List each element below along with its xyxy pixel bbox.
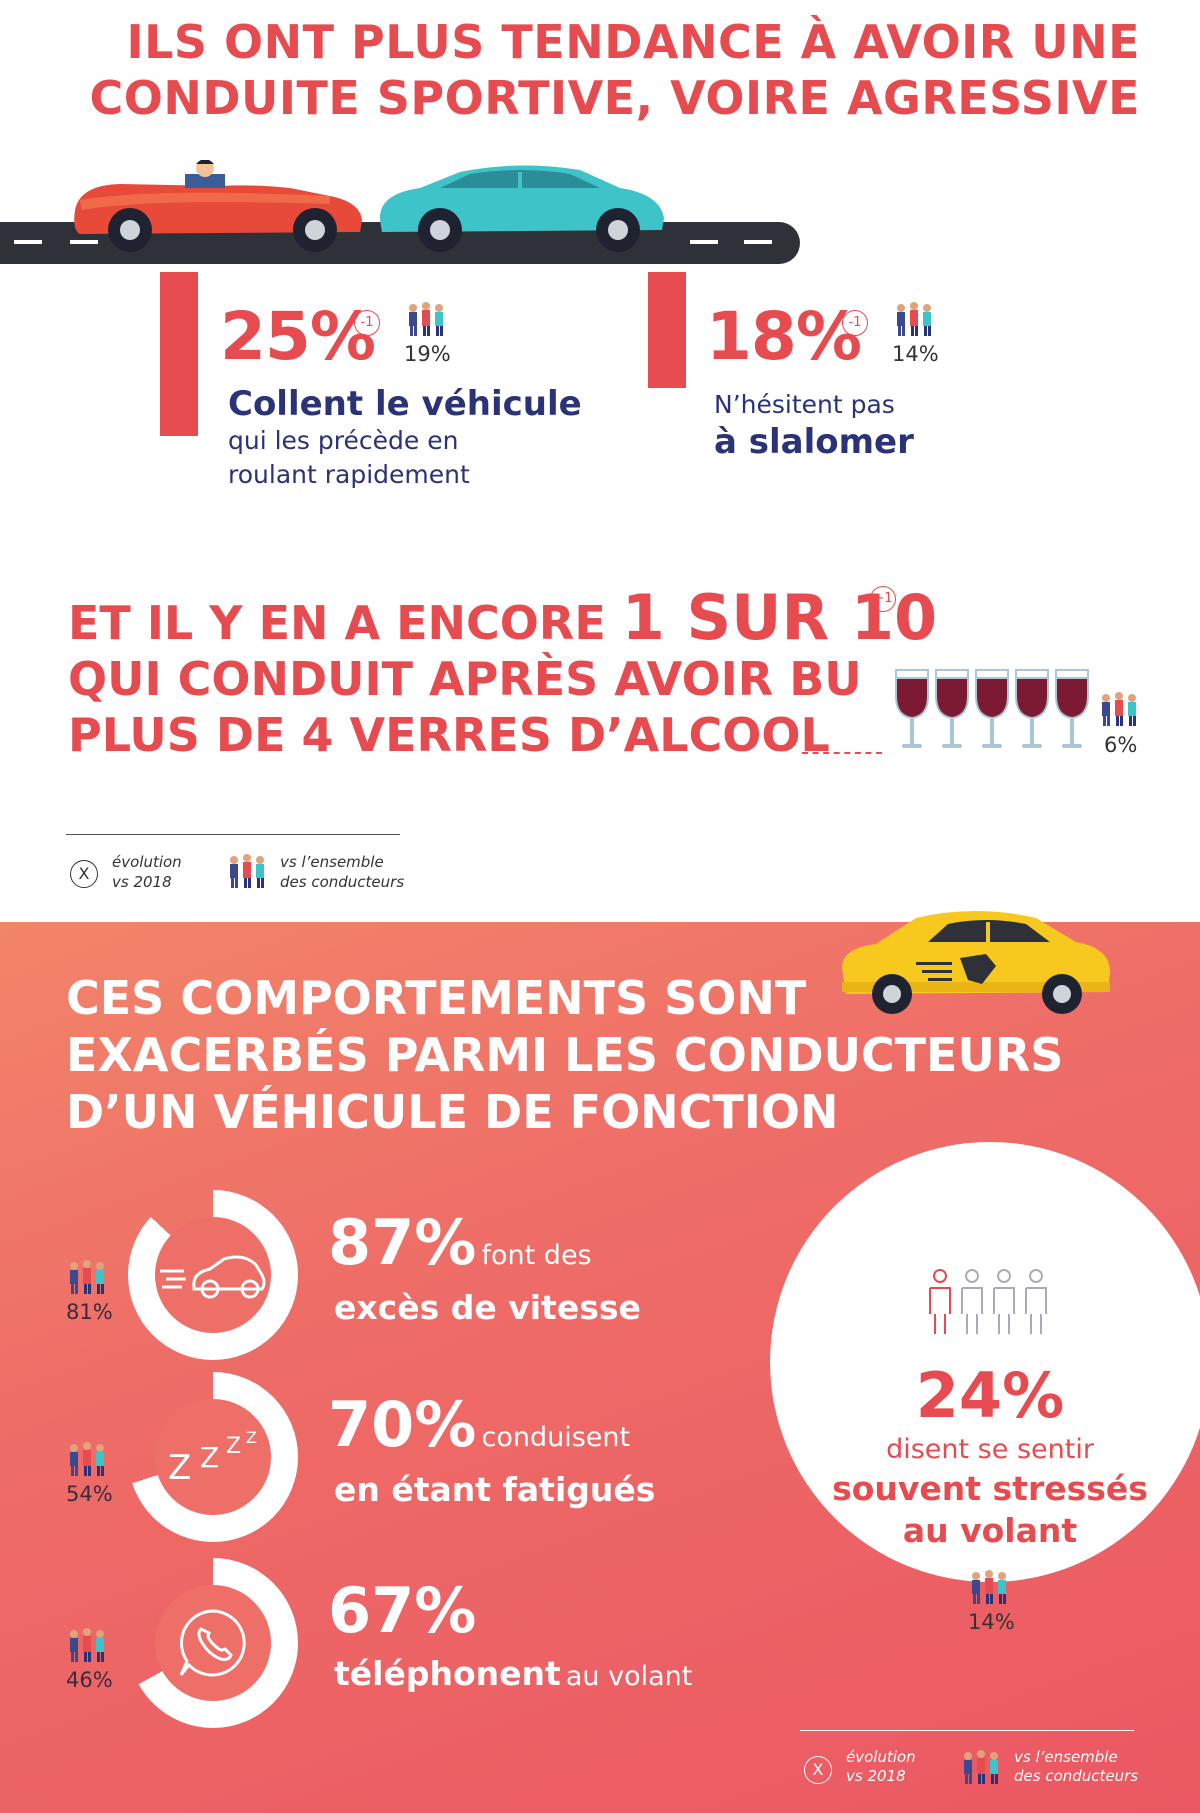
- item-description-bold: excès de vitesse: [334, 1288, 641, 1327]
- company-title-line-2: EXACERBÉS PARMI LES CONDUCTEURS: [66, 1028, 1064, 1082]
- stat-value: 18%: [706, 298, 862, 375]
- all-drivers-pct: 14%: [892, 342, 939, 366]
- legend-divider: [800, 1730, 1134, 1731]
- drivers-group-icon: [1102, 692, 1136, 726]
- legend-evolution: évolution vs 2018: [112, 853, 182, 891]
- stat-description-bold: à slalomer: [714, 422, 914, 462]
- stress-description: disent se sentir: [886, 1434, 1094, 1465]
- alcohol-line-3: PLUS DE 4 VERRES D’ALCOOL: [68, 708, 830, 762]
- drivers-group-icon: [972, 1570, 1006, 1604]
- all-drivers-pct: 81%: [66, 1300, 113, 1324]
- all-drivers-pct: 6%: [1104, 733, 1138, 757]
- road-illustration: [0, 160, 800, 264]
- dashed-connector: [802, 752, 882, 754]
- stat-description-line-2: roulant rapidement: [228, 460, 470, 489]
- svg-text:Z: Z: [246, 1428, 257, 1447]
- stress-bold-line-2: au volant: [902, 1511, 1078, 1550]
- evolution-badge: +1: [870, 586, 896, 612]
- title-line-1: ILS ONT PLUS TENDANCE À AVOIR UNE: [126, 15, 1140, 69]
- company-title-line-3: D’UN VÉHICULE DE FONCTION: [66, 1085, 839, 1139]
- item-description-bold: en étant fatigués: [334, 1470, 656, 1509]
- alcohol-line-2: QUI CONDUIT APRÈS AVOIR BU: [68, 652, 862, 706]
- drivers-group-icon: [964, 1750, 998, 1784]
- all-drivers-pct: 19%: [404, 342, 451, 366]
- yellow-company-car-icon: [842, 911, 1110, 1014]
- item-value: 67%: [328, 1574, 477, 1647]
- svg-text:Z: Z: [226, 1434, 241, 1459]
- legend-divider: [66, 834, 400, 835]
- speeding-car-icon: [158, 1245, 268, 1309]
- wine-glass-icon: [1055, 669, 1089, 748]
- stat-bar: [160, 272, 198, 436]
- wine-glass-icon: [895, 669, 929, 748]
- drivers-group-icon: [66, 1440, 108, 1482]
- legend-all-drivers: vs l’ensemble des conducteurs: [280, 853, 405, 891]
- stress-circle: [770, 1142, 1200, 1582]
- percentage-ring: [128, 1558, 298, 1728]
- svg-text:Z: Z: [168, 1448, 191, 1487]
- svg-text:Z: Z: [200, 1441, 219, 1474]
- stat-bar: [648, 272, 686, 388]
- stat-description: N’hésitent pas: [714, 390, 895, 419]
- wine-glass-icon: [935, 669, 969, 748]
- phone-icon: [173, 1603, 253, 1687]
- wine-glass-icon: [975, 669, 1009, 748]
- evolution-badge: -1: [354, 310, 380, 336]
- drivers-group-icon: [230, 854, 264, 888]
- evolution-symbol-icon: X: [70, 860, 98, 888]
- stat-description-line-1: qui les précède en: [228, 426, 459, 455]
- all-drivers-pct: 14%: [968, 1610, 1015, 1634]
- item-description: téléphonent au volant: [334, 1654, 693, 1693]
- page-title: ILS ONT PLUS TENDANCE À AVOIR UNE CONDUI…: [60, 14, 1140, 126]
- wine-glass-icon: [1015, 669, 1049, 748]
- stat-value: 25%: [220, 298, 376, 375]
- legend-all-drivers: vs l’ensemble des conducteurs: [1014, 1748, 1139, 1785]
- stress-value: 24%: [915, 1359, 1065, 1432]
- company-title-line-1: CES COMPORTEMENTS SONT: [66, 971, 807, 1025]
- stress-text: 24% disent se sentir souvent stressés au…: [770, 1360, 1200, 1552]
- teal-sedan-icon: [379, 165, 664, 252]
- stressed-people-icon: [929, 1269, 1047, 1334]
- all-drivers-pct: 46%: [66, 1668, 113, 1692]
- alcohol-line-1: ET IL Y EN A ENCORE 1 SUR 10: [68, 581, 938, 654]
- wine-glasses: [895, 669, 1089, 748]
- company-title: CES COMPORTEMENTS SONT EXACERBÉS PARMI L…: [66, 970, 1063, 1141]
- red-sports-car-icon: [74, 160, 362, 252]
- drivers-group-icon: [66, 1626, 108, 1668]
- stat-description: qui les précède en roulant rapidement: [228, 424, 470, 492]
- drivers-group-icon: [897, 302, 931, 336]
- alcohol-title: ET IL Y EN A ENCORE 1 SUR 10 QUI CONDUIT…: [68, 581, 938, 763]
- item-value-line: 70% conduisent: [328, 1388, 631, 1461]
- stat-description-bold: Collent le véhicule: [228, 384, 582, 424]
- stress-bold-line-1: souvent stressés: [832, 1469, 1148, 1508]
- legend-evolution: évolution vs 2018: [846, 1748, 916, 1785]
- evolution-badge: -1: [842, 310, 868, 336]
- drivers-group-icon: [409, 302, 443, 336]
- evolution-symbol-icon: X: [804, 1756, 832, 1784]
- drivers-group-icon: [66, 1258, 108, 1300]
- all-drivers-pct: 54%: [66, 1482, 113, 1506]
- percentage-ring: [128, 1190, 298, 1360]
- item-value-line: 87% font des: [328, 1206, 592, 1279]
- title-line-2: CONDUITE SPORTIVE, VOIRE AGRESSIVE: [89, 71, 1140, 125]
